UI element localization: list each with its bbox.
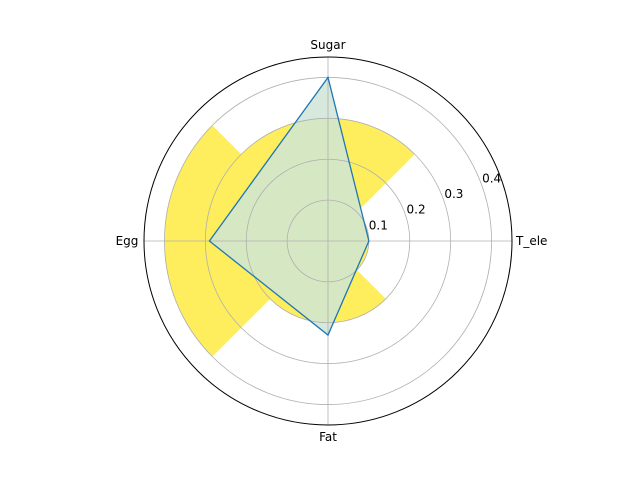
polar-grid [144, 57, 512, 425]
line-series [208, 75, 370, 337]
series-line [208, 75, 370, 337]
category-label-t-ele: T_ele [515, 234, 547, 248]
r-tick-label-4: 0.4 [482, 171, 501, 185]
r-tick-label-3: 0.3 [444, 187, 463, 201]
r-tick-label-1: 0.1 [369, 218, 388, 232]
category-label-egg: Egg [116, 234, 139, 248]
r-tick-label-2: 0.2 [407, 203, 426, 217]
series-area-fill [209, 77, 369, 336]
category-label-sugar: Sugar [310, 38, 345, 52]
category-label-fat: Fat [319, 430, 337, 444]
polar-outer-frame [143, 56, 513, 426]
polar-frame [143, 56, 513, 426]
axis-labels: T_ele Sugar Egg Fat 0.1 0.2 0.3 0.4 [116, 38, 548, 444]
area-series-fill [209, 77, 369, 336]
